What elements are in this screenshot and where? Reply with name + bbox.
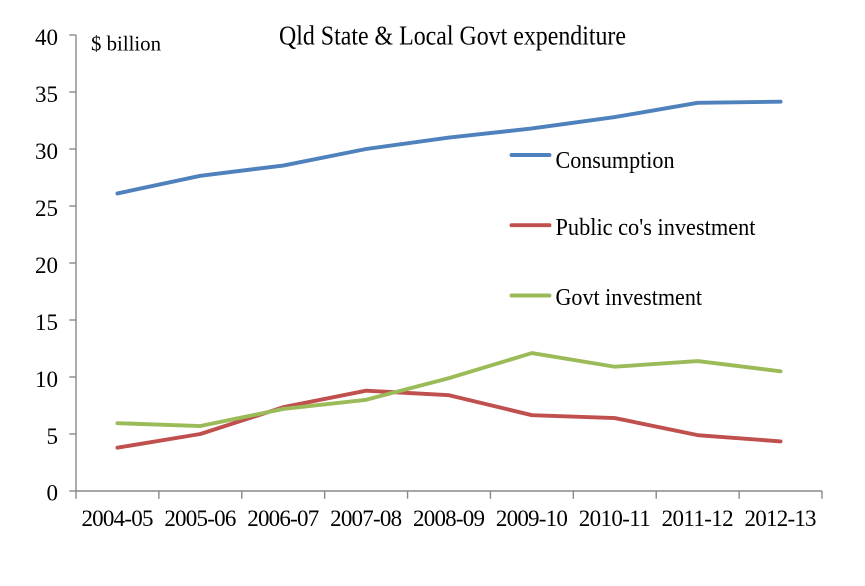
svg-text:20: 20: [35, 253, 58, 278]
svg-text:Govt investment: Govt investment: [556, 285, 703, 311]
svg-text:2011-12: 2011-12: [662, 506, 734, 531]
svg-text:2005-06: 2005-06: [164, 506, 236, 531]
svg-text:2012-13: 2012-13: [745, 506, 817, 531]
svg-text:Qld State & Local Govt expendi: Qld State & Local Govt expenditure: [279, 21, 626, 51]
svg-text:2006-07: 2006-07: [247, 506, 319, 531]
svg-text:35: 35: [35, 82, 58, 107]
svg-text:2009-10: 2009-10: [496, 506, 568, 531]
svg-text:40: 40: [35, 25, 58, 50]
svg-text:2010-11: 2010-11: [579, 506, 651, 531]
svg-text:Consumption: Consumption: [556, 148, 675, 174]
svg-text:2007-08: 2007-08: [330, 506, 402, 531]
svg-text:25: 25: [35, 196, 58, 221]
svg-text:$ billion: $ billion: [91, 32, 161, 56]
svg-text:5: 5: [47, 424, 59, 449]
svg-text:2008-09: 2008-09: [413, 506, 485, 531]
svg-text:2004-05: 2004-05: [81, 506, 153, 531]
svg-text:30: 30: [35, 139, 58, 164]
svg-text:15: 15: [35, 310, 58, 335]
svg-text:Public co's investment: Public co's investment: [556, 215, 756, 241]
svg-text:10: 10: [35, 367, 58, 392]
svg-text:0: 0: [47, 481, 59, 506]
